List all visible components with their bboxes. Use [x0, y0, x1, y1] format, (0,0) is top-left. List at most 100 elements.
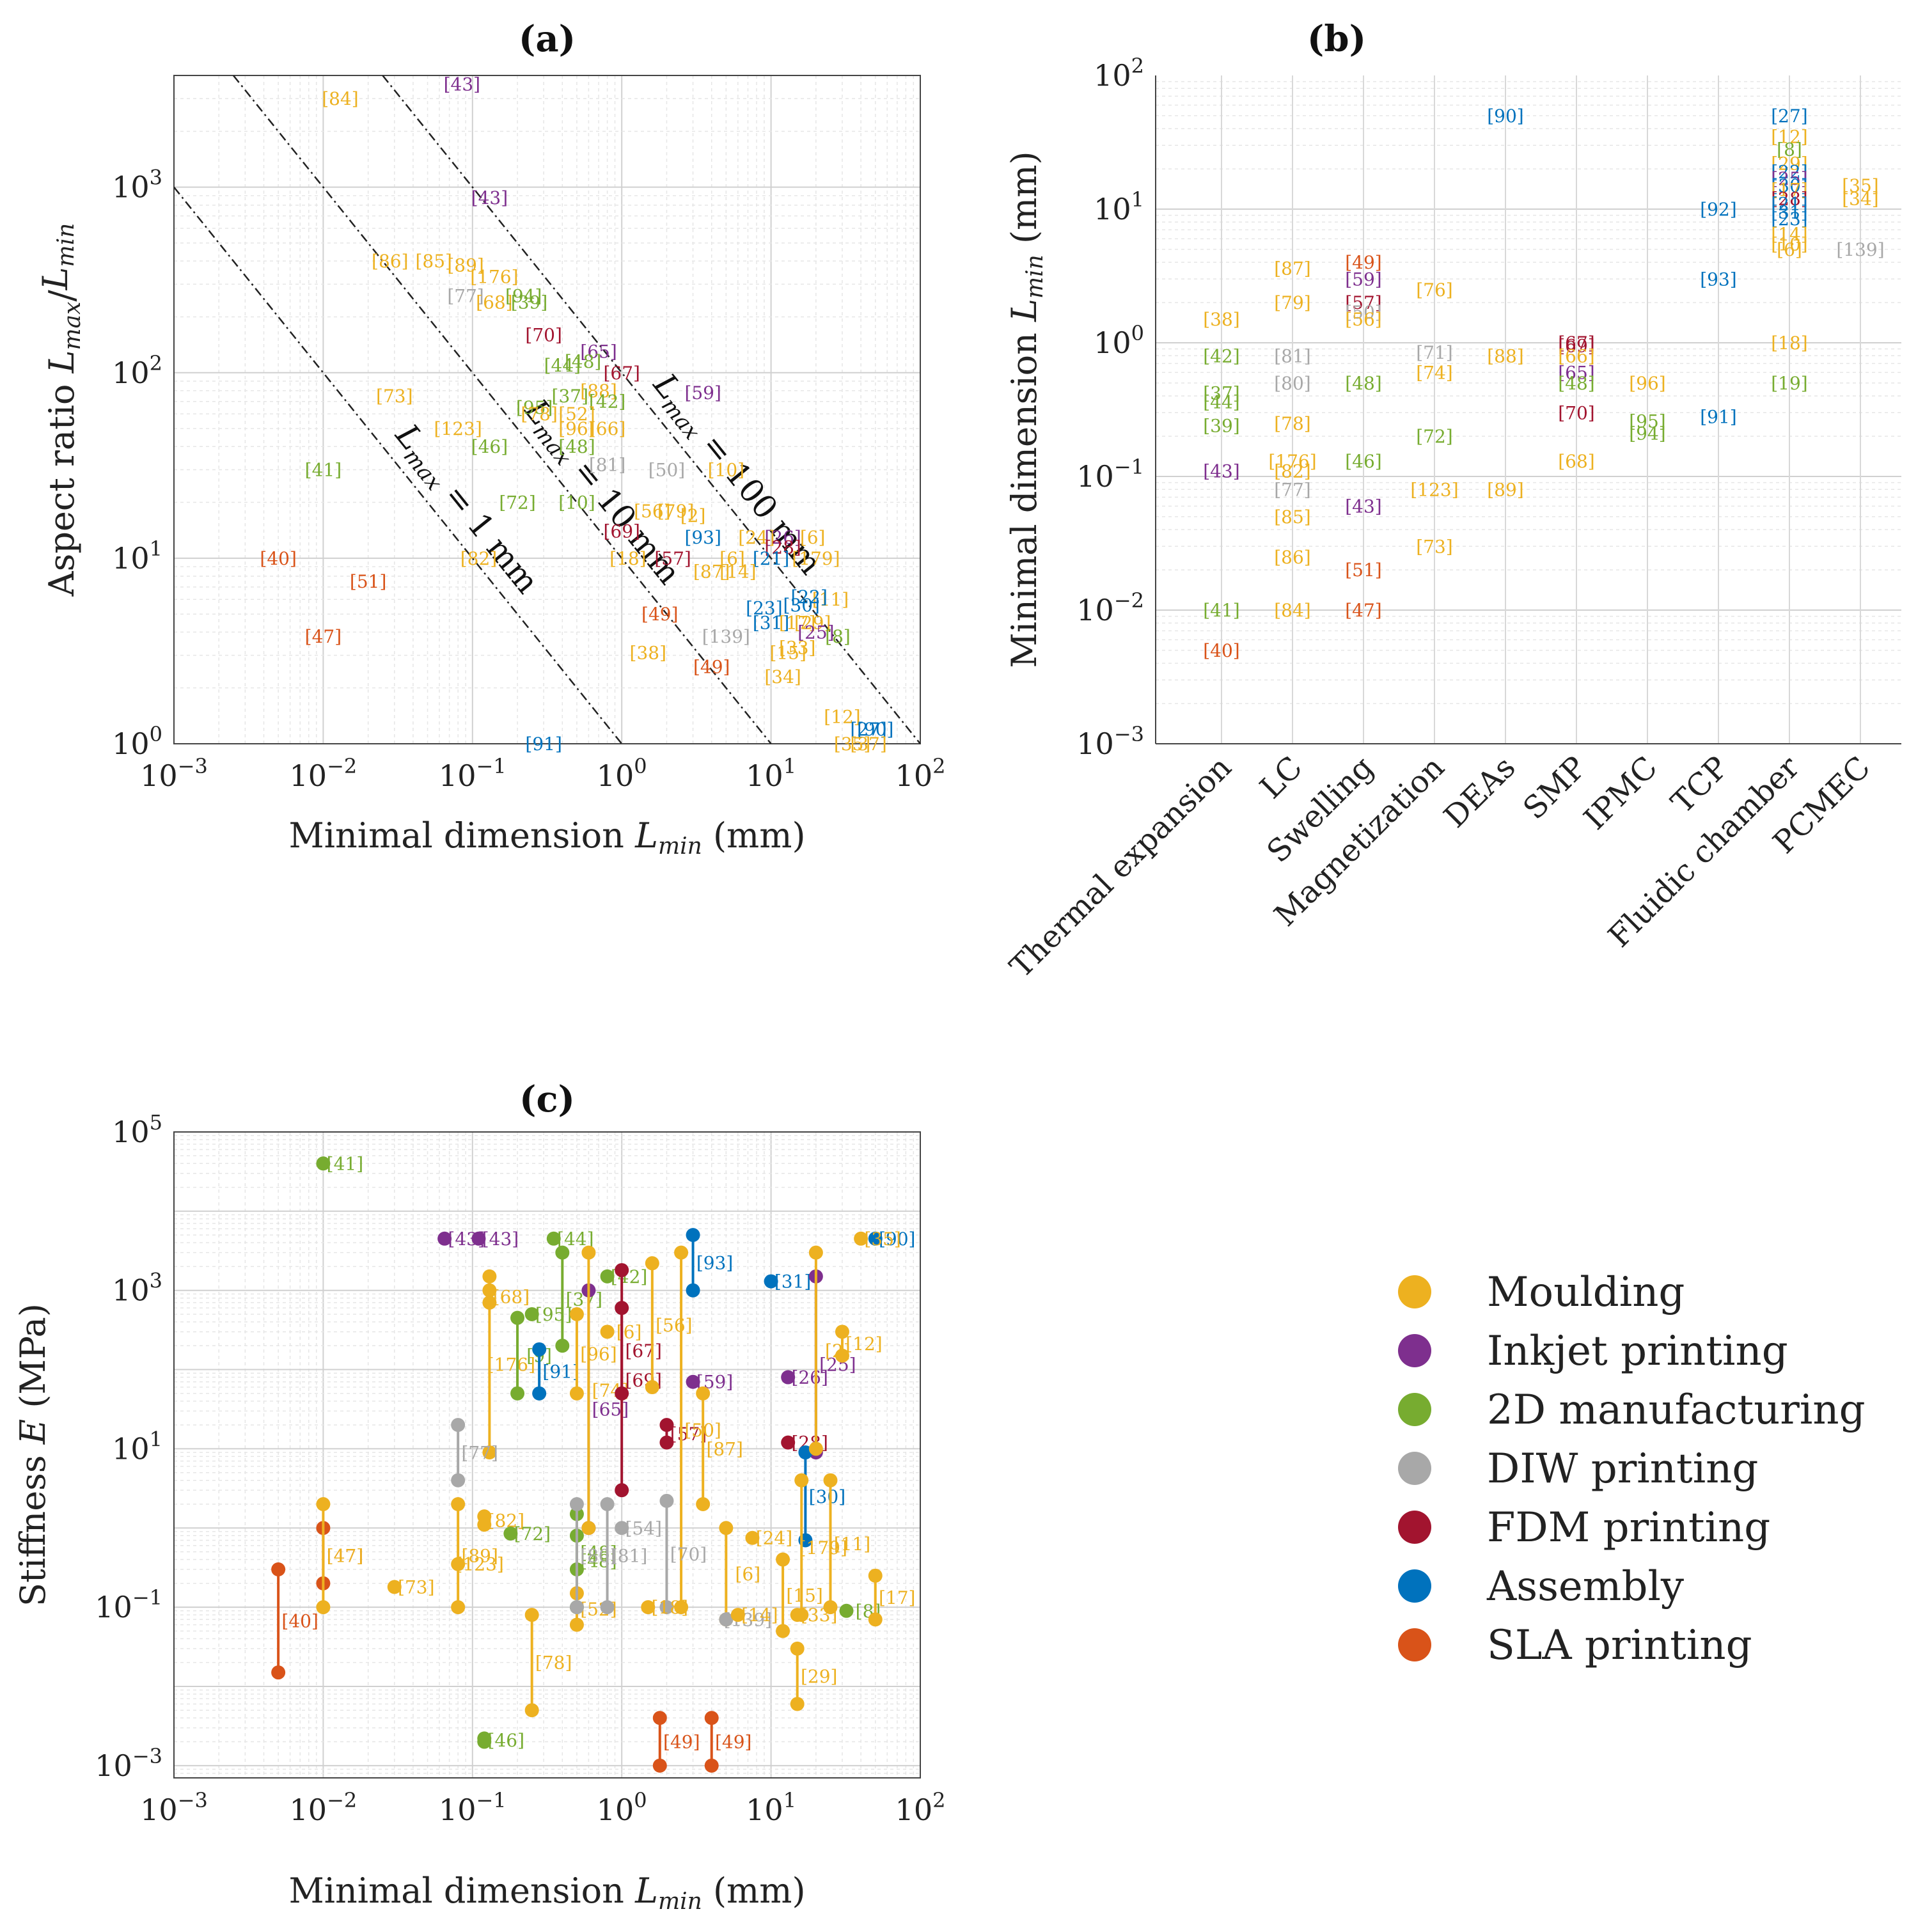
stiffness-point-high — [615, 1521, 629, 1535]
data-point-label: [34] — [764, 666, 801, 687]
data-point-label: [50] — [648, 459, 685, 480]
reference-line — [174, 186, 623, 744]
stiffness-point-low — [271, 1665, 286, 1680]
stiffness-point-low — [659, 1435, 674, 1450]
data-point-label: [12] — [824, 707, 860, 728]
data-point-label: [33] — [779, 638, 815, 659]
y-tick-label: 103 — [112, 1269, 162, 1308]
data-point-label: [11] — [834, 1534, 870, 1555]
data-point-label: [80] — [580, 1546, 617, 1567]
data-point-label: [89] — [461, 1546, 498, 1567]
data-point-label: [43] — [1203, 460, 1239, 482]
data-point-label: [72] — [499, 492, 535, 514]
stiffness-point-high — [524, 1608, 539, 1622]
y-tick-label: 103 — [112, 166, 162, 205]
x-tick-label: 10−1 — [439, 754, 507, 793]
data-point-label: [22] — [1771, 162, 1807, 183]
data-point-label: [17] — [779, 612, 815, 633]
x-tick-label: 102 — [895, 1788, 946, 1827]
legend-label: 2D manufacturing — [1487, 1386, 1866, 1434]
stiffness-point-high — [823, 1473, 838, 1488]
stiffness-point-low — [451, 1600, 466, 1615]
data-point-label: [41] — [305, 459, 342, 480]
stiffness-point-low — [868, 1612, 883, 1627]
data-point-label: [51] — [350, 571, 386, 592]
stiffness-point-low — [615, 1483, 629, 1498]
legend-marker — [1398, 1511, 1431, 1544]
panel-b-chart: (b) 10−3 10−2 10−1 100 101 102 Minimal dimensio… — [1003, 18, 1901, 985]
data-point-label: [43] — [471, 187, 508, 208]
stiffness-point-high — [600, 1269, 615, 1284]
legend-label: SLA printing — [1487, 1622, 1752, 1669]
data-point-label: [88] — [580, 381, 617, 402]
x-tick-label: 100 — [597, 754, 647, 793]
y-tick-label: 102 — [1094, 54, 1144, 93]
stiffness-point-high — [437, 1231, 452, 1246]
stiffness-point-high — [776, 1552, 790, 1567]
data-point-label: [46] — [488, 1730, 524, 1751]
data-point-label: [81] — [1274, 345, 1310, 366]
data-point-label: [68] — [476, 292, 512, 313]
data-point-label: [43] — [444, 74, 480, 95]
data-point-label: [31] — [753, 612, 789, 633]
stiffness-point-low — [569, 1617, 584, 1632]
stiffness-point-high — [745, 1530, 760, 1545]
stiffness-point-low — [696, 1496, 711, 1511]
data-point-label: [87] — [1274, 258, 1310, 279]
data-point-label: [139] — [702, 626, 750, 647]
stiffness-point-low — [652, 1758, 667, 1773]
data-point-label: [176] — [487, 1354, 535, 1375]
data-point-label: [43] — [482, 1229, 519, 1250]
data-point-label: [29] — [794, 612, 831, 633]
data-point-label: [93] — [1700, 269, 1736, 290]
data-point-label: [49] — [641, 604, 678, 625]
data-point-label: [46] — [471, 436, 508, 457]
data-point-label: [86] — [1274, 547, 1310, 568]
stiffness-point-high — [600, 1324, 615, 1339]
data-point-label: [2] — [680, 505, 706, 526]
data-point-label: [25] — [1771, 168, 1807, 189]
stiffness-point-low — [482, 1445, 497, 1460]
data-point-label: [90] — [879, 1229, 915, 1250]
stiffness-point-high — [686, 1374, 700, 1389]
data-point-label: [67] — [603, 363, 640, 384]
stiffness-point-low — [477, 1734, 492, 1749]
data-point-label: [17] — [879, 1587, 915, 1608]
stiffness-point-high — [790, 1608, 805, 1622]
stiffness-point-high — [615, 1263, 629, 1278]
stiffness-point-high — [271, 1562, 286, 1577]
data-point-label: [48] — [558, 436, 595, 457]
data-point-label: [37] — [850, 734, 886, 755]
stiffness-point-low — [524, 1703, 539, 1718]
stiffness-point-high — [764, 1274, 778, 1289]
x-axis-label: Minimal dimension Lmin (mm) — [288, 1871, 805, 1915]
stiffness-point-low — [776, 1624, 790, 1638]
stiffness-point-low — [686, 1283, 700, 1298]
stiffness-point-low — [510, 1386, 525, 1401]
data-point-label: [22] — [790, 586, 827, 608]
data-point-label: [89] — [1487, 479, 1523, 500]
data-point-label: [179] — [799, 1537, 847, 1559]
data-point-label: [18] — [609, 548, 646, 569]
x-tick-label: 10−2 — [290, 754, 358, 793]
category-label: IPMC — [1577, 750, 1665, 837]
data-point-label: [84] — [1274, 600, 1310, 621]
data-point-label: [33] — [801, 1605, 837, 1626]
y-tick-label: 10−2 — [1076, 588, 1144, 627]
legend-marker — [1398, 1628, 1431, 1661]
data-point-label: [76] — [1416, 279, 1452, 301]
data-point-label: [12] — [845, 1333, 882, 1355]
stiffness-point-low — [823, 1600, 838, 1615]
data-point-label: [66] — [1558, 345, 1594, 366]
data-point-label: [54] — [625, 1518, 661, 1539]
data-point-label: [82] — [488, 1511, 524, 1532]
stiffness-point-high — [546, 1231, 561, 1246]
data-point-label: [15] — [769, 642, 806, 663]
data-point-label: [70] — [1558, 402, 1594, 423]
data-point-label: [73] — [398, 1576, 434, 1598]
reference-line — [232, 75, 772, 744]
data-point-label: [77] — [1274, 479, 1310, 500]
data-point-label: [50] — [684, 1420, 721, 1441]
reference-line — [382, 75, 920, 744]
data-point-label: [68] — [493, 1286, 530, 1307]
